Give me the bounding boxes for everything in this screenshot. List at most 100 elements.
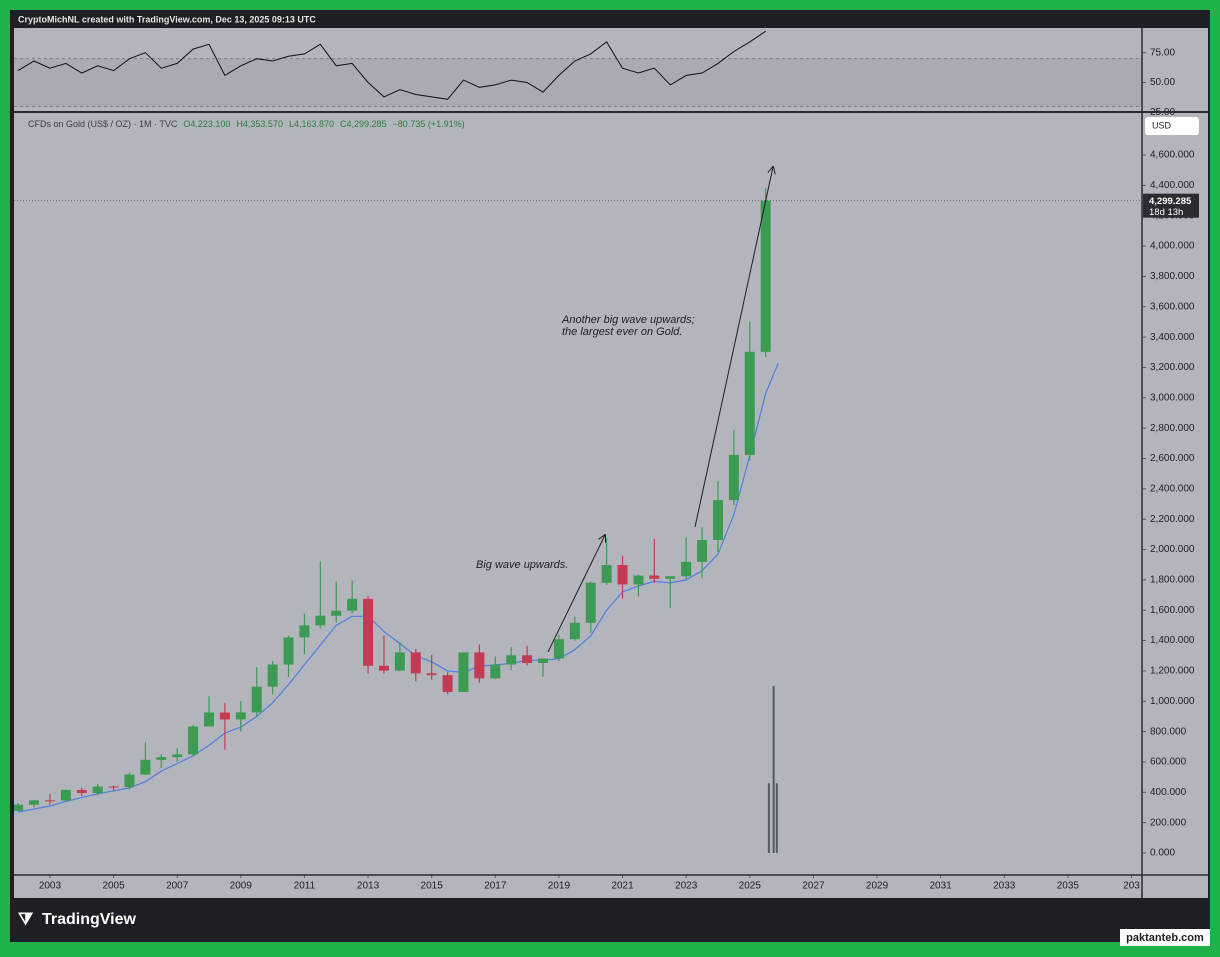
arrow: [694, 167, 773, 528]
arrow: [547, 535, 605, 653]
last-price-label: 4,299.285: [1149, 196, 1192, 207]
y-tick-label: 600.000: [1150, 757, 1187, 768]
x-tick-label: 203: [1123, 881, 1140, 892]
brand: TradingView: [42, 911, 137, 928]
x-tick-label: 2033: [993, 881, 1016, 892]
candle-body: [156, 757, 167, 760]
y-tick-label: 4,600.000: [1150, 150, 1195, 161]
axes: 75.0050.0025.000.000200.000400.000600.00…: [39, 47, 1199, 892]
y-tick-label: 4,400.000: [1150, 180, 1195, 191]
candle-body: [474, 652, 485, 679]
legend-symbol: CFDs on Gold (US$ / OZ) · 1M · TVC: [28, 119, 178, 129]
candle-body: [76, 789, 87, 794]
candle-body: [92, 786, 103, 794]
y-tick-label: 3,600.000: [1150, 301, 1195, 312]
candle-body: [235, 712, 246, 720]
volume-bar: [767, 783, 770, 853]
x-tick-label: 2013: [357, 881, 380, 892]
y-tick-label: 2,400.000: [1150, 483, 1195, 494]
x-tick-label: 2011: [294, 881, 316, 892]
y-tick-label: 0.000: [1150, 848, 1175, 859]
y-tick-label: 400.000: [1150, 787, 1187, 798]
y-tick-label: 200.000: [1150, 817, 1187, 828]
y-tick-label: 1,800.000: [1150, 575, 1195, 586]
legend-low: L4,163.870: [289, 119, 334, 129]
legend-close: C4,299.285: [340, 119, 387, 129]
candle-body: [29, 800, 40, 805]
candle-body: [394, 652, 405, 671]
rsi-tick-label: 50.00: [1150, 77, 1175, 88]
candle-body: [490, 664, 501, 679]
legend-open: O4,223.100: [183, 119, 230, 129]
candle-body: [601, 565, 612, 583]
candle-body: [697, 539, 708, 562]
y-tick-label: 3,200.000: [1150, 362, 1195, 373]
candle-body: [14, 804, 24, 811]
x-tick-label: 2021: [611, 881, 634, 892]
candle-body: [665, 576, 676, 579]
rsi-line: [17, 30, 766, 100]
x-tick-label: 2031: [930, 881, 953, 892]
y-tick-label: 1,400.000: [1150, 635, 1195, 646]
plot: Big wave upwards. Another big wave upward…: [14, 30, 1142, 853]
x-tick-label: 2027: [802, 881, 825, 892]
x-tick-label: 2023: [675, 881, 698, 892]
candle-body: [522, 655, 533, 664]
candle-body: [203, 712, 214, 727]
candle-body: [315, 615, 326, 626]
chart-bg: [14, 28, 1208, 898]
candle-body: [458, 652, 469, 693]
annotation: the largest ever on Gold.: [562, 326, 682, 338]
watermark-bg: [1120, 929, 1210, 946]
y-tick-label: 2,200.000: [1150, 514, 1195, 525]
x-tick-label: 2017: [484, 881, 507, 892]
candle-body: [760, 200, 771, 352]
x-tick-label: 2007: [166, 881, 189, 892]
currency-button[interactable]: [1145, 117, 1199, 135]
candle-body: [172, 754, 183, 758]
candle-body: [347, 598, 358, 611]
y-tick-label: 1,000.000: [1150, 696, 1195, 707]
y-tick-label: 1,600.000: [1150, 605, 1195, 616]
candle-body: [363, 598, 374, 666]
candle-body: [426, 673, 437, 676]
x-tick-label: 2005: [102, 881, 125, 892]
candle-body: [378, 665, 389, 671]
candle-body: [124, 774, 135, 787]
candle-body: [633, 575, 644, 585]
candle-body: [410, 652, 421, 674]
y-tick-label: 3,000.000: [1150, 392, 1195, 403]
y-tick-label: 2,600.000: [1150, 453, 1195, 464]
x-tick-label: 2025: [739, 881, 762, 892]
candle-body: [681, 561, 692, 577]
y-tick-label: 2,000.000: [1150, 544, 1195, 555]
rsi-tick-label: 75.00: [1150, 47, 1175, 58]
candle-body: [585, 582, 596, 623]
candle-body: [649, 575, 660, 579]
y-tick-label: 4,000.000: [1150, 241, 1195, 252]
candle-body: [712, 500, 723, 540]
y-tick-label: 3,400.000: [1150, 332, 1195, 343]
candle-body: [744, 351, 755, 455]
candle-body: [108, 786, 119, 788]
y-tick-label: 2,800.000: [1150, 423, 1195, 434]
credit: CryptoMichNL created with TradingView.co…: [18, 14, 316, 24]
volume-bar: [772, 686, 775, 853]
candle-body: [60, 789, 71, 801]
volume-bar: [775, 783, 778, 853]
candle-body: [140, 759, 151, 775]
candle-body: [728, 454, 739, 501]
candle-body: [188, 726, 199, 755]
candle-body: [442, 675, 453, 693]
annotation: Another big wave upwards;: [561, 314, 695, 326]
logo-mark: ⧩: [17, 909, 34, 928]
legend-change: −80.735 (+1.91%): [393, 119, 465, 129]
candle-body: [569, 622, 580, 640]
y-tick-label: 3,800.000: [1150, 271, 1195, 282]
candle-body: [506, 655, 517, 665]
x-tick-label: 2029: [866, 881, 889, 892]
legend-high: H4,353.570: [236, 119, 283, 129]
candle-body: [219, 712, 230, 720]
candle-body: [251, 686, 262, 713]
